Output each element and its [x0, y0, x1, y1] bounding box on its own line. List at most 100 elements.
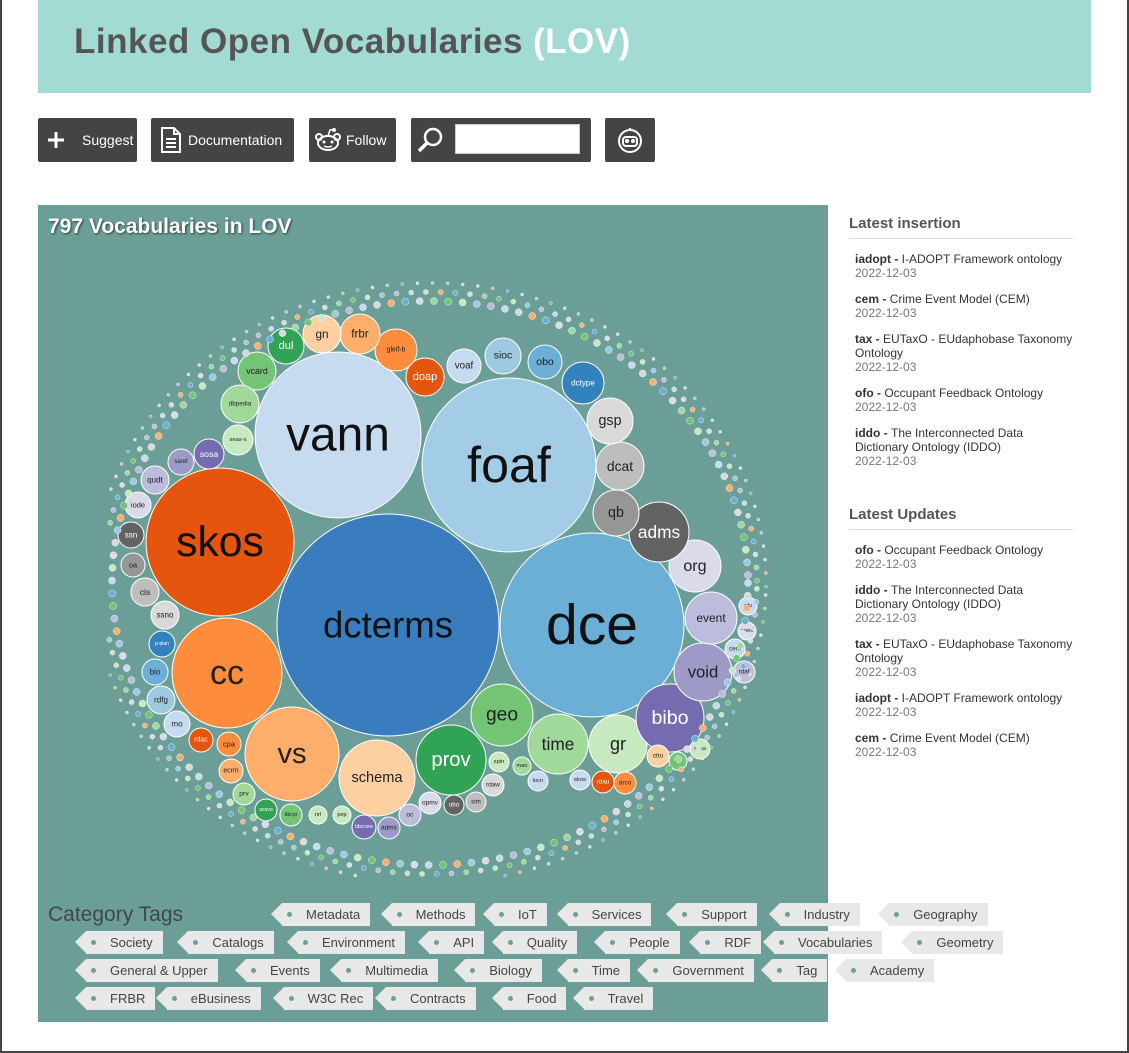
small-vocab-bubble[interactable] — [284, 310, 288, 314]
vocab-bubble-mo[interactable] — [163, 710, 191, 738]
small-vocab-bubble[interactable] — [704, 734, 710, 741]
small-vocab-bubble[interactable] — [254, 342, 262, 350]
small-vocab-bubble[interactable] — [761, 544, 766, 548]
small-vocab-bubble[interactable] — [549, 301, 553, 305]
small-vocab-bubble[interactable] — [696, 745, 702, 752]
documentation-button[interactable]: Documentation — [151, 118, 294, 162]
small-vocab-bubble[interactable] — [677, 406, 686, 415]
vocab-list-item[interactable]: iddo - The Interconnected Data Dictionar… — [855, 426, 1075, 468]
small-vocab-bubble[interactable] — [237, 806, 246, 814]
small-vocab-bubble[interactable] — [170, 411, 179, 419]
vocab-bubble-prv[interactable] — [232, 782, 256, 806]
small-vocab-bubble[interactable] — [756, 517, 761, 522]
small-vocab-bubble[interactable] — [725, 700, 731, 706]
small-vocab-bubble[interactable] — [752, 551, 759, 558]
small-vocab-bubble[interactable] — [109, 649, 116, 656]
vocab-bubble-schema[interactable] — [338, 739, 416, 817]
vocab-bubble-rdaw[interactable] — [481, 773, 505, 797]
small-vocab-bubble[interactable] — [385, 283, 389, 288]
small-vocab-bubble[interactable] — [148, 414, 153, 419]
small-vocab-bubble[interactable] — [563, 833, 571, 842]
small-vocab-bubble[interactable] — [177, 392, 184, 398]
small-vocab-bubble[interactable] — [119, 482, 125, 488]
small-vocab-bubble[interactable] — [373, 301, 381, 309]
small-vocab-bubble[interactable] — [650, 367, 657, 374]
small-vocab-bubble[interactable] — [492, 865, 498, 871]
small-vocab-bubble[interactable] — [698, 417, 704, 424]
small-vocab-bubble[interactable] — [546, 862, 551, 866]
small-vocab-bubble[interactable] — [754, 577, 760, 584]
small-vocab-bubble[interactable] — [257, 322, 262, 327]
small-vocab-bubble[interactable] — [505, 289, 510, 293]
category-tag[interactable]: Geometry — [901, 931, 1004, 954]
vocab-bubble-nrl[interactable] — [308, 805, 328, 825]
small-vocab-bubble[interactable] — [706, 428, 712, 435]
category-tag[interactable]: Services — [556, 903, 652, 926]
category-tag[interactable]: Food — [491, 987, 567, 1010]
small-vocab-bubble[interactable] — [523, 847, 531, 856]
small-vocab-bubble[interactable] — [197, 363, 201, 367]
small-vocab-bubble[interactable] — [718, 712, 725, 718]
small-vocab-bubble[interactable] — [473, 300, 481, 308]
small-vocab-bubble[interactable] — [725, 484, 734, 492]
small-vocab-bubble[interactable] — [603, 325, 607, 329]
small-vocab-bubble[interactable] — [125, 710, 129, 715]
small-vocab-bubble[interactable] — [208, 363, 215, 370]
small-vocab-bubble[interactable] — [624, 800, 632, 808]
small-vocab-bubble[interactable] — [379, 292, 385, 298]
small-vocab-bubble[interactable] — [576, 828, 584, 836]
small-vocab-bubble[interactable] — [195, 772, 203, 781]
small-vocab-bubble[interactable] — [737, 698, 742, 702]
vocab-list-item[interactable]: tax - EUTaxO - EUdaphobase Taxonomy Onto… — [855, 637, 1075, 679]
small-vocab-bubble[interactable] — [650, 806, 654, 811]
small-vocab-bubble[interactable] — [123, 687, 129, 693]
small-vocab-bubble[interactable] — [588, 845, 592, 849]
small-vocab-bubble[interactable] — [463, 869, 469, 875]
small-vocab-bubble[interactable] — [693, 396, 697, 401]
category-tag[interactable]: Catalogs — [177, 931, 274, 954]
small-vocab-bubble[interactable] — [268, 845, 273, 849]
vocab-bubble-gleif-b[interactable] — [374, 328, 418, 372]
small-vocab-bubble[interactable] — [495, 854, 504, 862]
small-vocab-bubble[interactable] — [268, 325, 274, 332]
small-vocab-bubble[interactable] — [743, 604, 751, 612]
small-vocab-bubble[interactable] — [579, 322, 585, 328]
small-vocab-bubble[interactable] — [706, 713, 714, 721]
vocab-list-item[interactable]: iddo - The Interconnected Data Dictionar… — [855, 583, 1075, 625]
small-vocab-bubble[interactable] — [195, 797, 200, 802]
small-vocab-bubble[interactable] — [649, 378, 657, 386]
small-vocab-bubble[interactable] — [396, 860, 404, 868]
vocab-bubble-doap[interactable] — [405, 357, 445, 397]
small-vocab-bubble[interactable] — [393, 290, 400, 297]
small-vocab-bubble[interactable] — [430, 297, 438, 305]
small-vocab-bubble[interactable] — [726, 463, 733, 469]
small-vocab-bubble[interactable] — [764, 571, 768, 575]
small-vocab-bubble[interactable] — [416, 297, 424, 305]
category-tag[interactable]: Geography — [878, 903, 988, 926]
small-vocab-bubble[interactable] — [168, 402, 175, 408]
vocab-bubble-ecrm[interactable] — [218, 758, 244, 784]
vocab-bubble-dce[interactable] — [499, 532, 685, 718]
vocab-bubble-dul[interactable] — [267, 327, 305, 365]
small-vocab-bubble[interactable] — [220, 345, 224, 350]
small-vocab-bubble[interactable] — [563, 306, 567, 310]
small-vocab-bubble[interactable] — [113, 686, 117, 690]
small-vocab-bubble[interactable] — [717, 734, 721, 738]
small-vocab-bubble[interactable] — [565, 316, 572, 323]
vocab-title-link[interactable]: I-ADOPT Framework ontology — [901, 691, 1063, 705]
small-vocab-bubble[interactable] — [628, 340, 632, 344]
small-vocab-bubble[interactable] — [743, 558, 751, 567]
small-vocab-bubble[interactable] — [110, 507, 117, 513]
small-vocab-bubble[interactable] — [304, 318, 313, 327]
small-vocab-bubble[interactable] — [626, 823, 630, 827]
small-vocab-bubble[interactable] — [430, 281, 435, 285]
small-vocab-bubble[interactable] — [340, 850, 348, 859]
small-vocab-bubble[interactable] — [364, 294, 371, 301]
category-tag[interactable]: Methods — [380, 903, 476, 926]
vocab-bubble-geo[interactable] — [470, 683, 534, 747]
small-vocab-bubble[interactable] — [528, 312, 536, 320]
small-vocab-bubble[interactable] — [593, 339, 601, 347]
small-vocab-bubble[interactable] — [390, 869, 396, 875]
vocab-list-item[interactable]: ofo - Occupant Feedback Ontology 2022-12-… — [855, 543, 1075, 571]
small-vocab-bubble[interactable] — [136, 446, 143, 452]
